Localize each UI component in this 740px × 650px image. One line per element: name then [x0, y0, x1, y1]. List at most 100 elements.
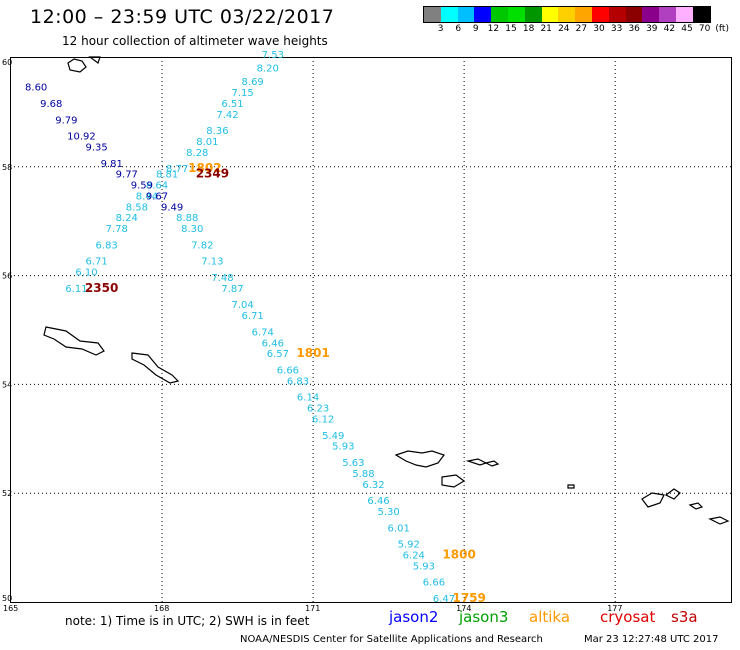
pass-time-label: 2350 — [85, 281, 118, 295]
coastline — [484, 460, 500, 467]
wave-height-value: 7.48 — [211, 273, 233, 284]
wave-height-value: 8.20 — [257, 64, 279, 75]
wave-height-value: 6.10 — [75, 268, 97, 279]
wave-height-value: 9.67 — [146, 191, 168, 202]
wave-height-value: 7.78 — [106, 224, 128, 235]
coastline — [708, 516, 730, 525]
latitude-label: 56 — [2, 272, 12, 281]
scale-swatch — [424, 7, 441, 22]
wave-height-value: 5.30 — [377, 507, 399, 518]
scale-swatch — [675, 7, 693, 22]
legend-s3a: s3a — [671, 608, 698, 626]
coastline — [67, 58, 87, 73]
wave-height-value: 8.88 — [176, 213, 198, 224]
wave-height-value: 8.58 — [126, 202, 148, 213]
wave-height-value: 7.87 — [221, 284, 243, 295]
wave-height-value: 8.81 — [156, 170, 178, 181]
legend-cryosat: cryosat — [600, 608, 656, 626]
wave-height-color-scale — [423, 6, 711, 23]
wave-height-value: 9.77 — [116, 170, 138, 181]
scale-swatch — [541, 7, 559, 22]
coastline — [641, 492, 665, 508]
wave-height-value: 6.11 — [65, 284, 87, 295]
coastline — [664, 488, 681, 500]
scale-label: 36 — [628, 24, 640, 34]
wave-height-value: 6.47 — [433, 594, 455, 605]
pass-time-label: 2349 — [196, 167, 229, 181]
coastline — [394, 450, 445, 468]
pass-time-label: 1759 — [452, 591, 485, 605]
wave-height-value: 8.44 — [136, 191, 158, 202]
scale-swatch — [491, 7, 508, 22]
coastline — [688, 502, 704, 510]
wave-height-value: 6.66 — [277, 366, 299, 377]
scale-label: 15 — [505, 24, 517, 34]
longitude-label: 174 — [456, 604, 471, 613]
scale-label: 70 — [698, 24, 711, 34]
longitude-label: 168 — [154, 604, 169, 613]
wave-height-value: 5.92 — [398, 540, 420, 551]
wave-height-value: 6.66 — [423, 578, 445, 589]
coastline — [43, 326, 105, 356]
coastline — [441, 474, 466, 488]
wave-height-value: 6.83 — [287, 376, 309, 387]
wave-height-value: 9.59 — [131, 181, 153, 192]
wave-height-value: 8.24 — [116, 213, 138, 224]
scale-swatch — [659, 7, 676, 22]
wave-height-value: 6.83 — [96, 240, 118, 251]
legend-altika: altika — [529, 608, 571, 626]
scale-label: 39 — [646, 24, 658, 34]
wave-height-value: 6.14 — [297, 393, 319, 404]
footnote: note: 1) Time is in UTC; 2) SWH is in fe… — [65, 614, 310, 628]
wave-height-value: 7.53 — [262, 50, 284, 61]
wave-height-value: 7.15 — [231, 88, 253, 99]
wave-height-value: 8.64 — [146, 181, 168, 192]
wave-height-value: 8.28 — [186, 148, 208, 159]
scale-swatch — [575, 7, 592, 22]
wave-height-value: 7.82 — [191, 240, 213, 251]
wave-height-value: 9.68 — [40, 99, 62, 110]
scale-swatch — [608, 7, 626, 22]
wave-height-value: 6.71 — [85, 257, 107, 268]
wave-height-value: 5.93 — [332, 442, 354, 453]
scale-swatch — [692, 7, 710, 22]
scale-label: 33 — [610, 24, 623, 34]
wave-height-value: 9.81 — [101, 159, 123, 170]
wave-height-value: 6.24 — [403, 550, 425, 561]
latitude-label: 50 — [2, 594, 12, 603]
longitude-label: 165 — [3, 604, 18, 613]
wave-height-value: 8.69 — [242, 77, 264, 88]
scale-swatch — [474, 7, 492, 22]
wave-height-value: 6.46 — [367, 496, 389, 507]
wave-height-value: 9.79 — [55, 115, 77, 126]
scale-label: 9 — [472, 24, 479, 34]
scale-label: (ft) — [715, 24, 729, 34]
wave-height-value: 5.93 — [413, 561, 435, 572]
wave-height-value: 6.57 — [267, 349, 289, 360]
legend-jason2: jason2 — [389, 608, 439, 626]
scale-swatch — [642, 7, 660, 22]
scale-label: 21 — [540, 24, 552, 34]
latitude-label: 54 — [2, 380, 12, 389]
scale-label: 45 — [681, 24, 693, 34]
wave-height-value: 8.77 — [166, 164, 188, 175]
map-subtitle: 12 hour collection of altimeter wave hei… — [62, 34, 328, 48]
wave-height-value: 9.35 — [85, 142, 107, 153]
wave-height-value: 8.36 — [206, 126, 228, 137]
wave-height-value: 7.13 — [201, 257, 223, 268]
wave-height-value: 6.12 — [312, 414, 334, 425]
pass-time-label: 1800 — [442, 547, 475, 561]
wave-height-value: 5.49 — [322, 431, 344, 442]
wave-height-value: 7.42 — [216, 110, 238, 121]
coastline — [131, 352, 180, 384]
pass-time-label: 1802 — [188, 161, 221, 175]
scale-label: 30 — [593, 24, 605, 34]
wave-height-value: 8.60 — [25, 83, 47, 94]
latitude-label: 60 — [2, 58, 12, 67]
scale-label: 6 — [455, 24, 462, 34]
scale-swatch — [524, 7, 542, 22]
latitude-label: 58 — [2, 163, 12, 172]
credit-line: NOAA/NESDIS Center for Satellite Applica… — [240, 634, 543, 645]
wave-height-value: 6.23 — [307, 404, 329, 415]
